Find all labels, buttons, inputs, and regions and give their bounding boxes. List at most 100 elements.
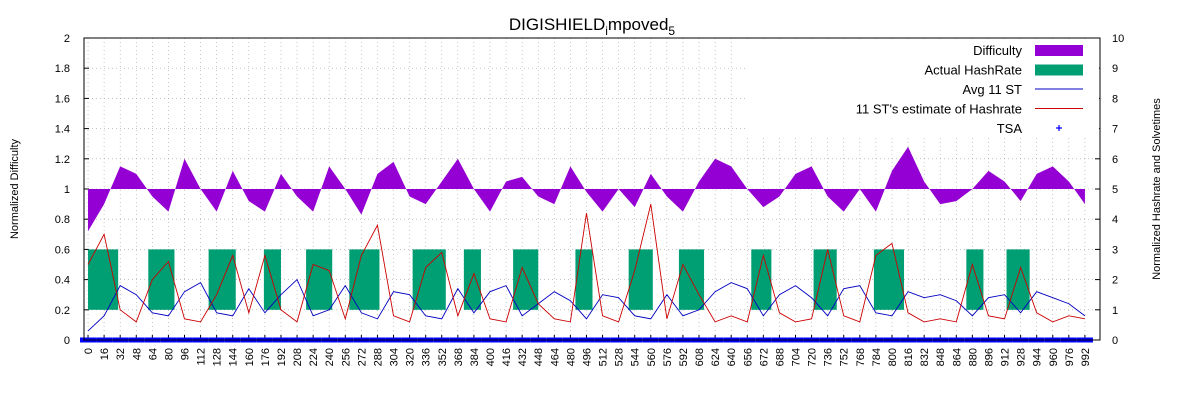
x-tick-label: 464 [549, 348, 561, 366]
legend-label: Difficulty [973, 43, 1022, 58]
x-tick-label: 96 [179, 348, 191, 360]
x-tick-label: 288 [372, 348, 384, 366]
x-tick-label: 832 [919, 348, 931, 366]
y-tick-label: 1 [64, 184, 70, 196]
hashrate-block [463, 249, 481, 310]
x-tick-label: 384 [469, 348, 481, 366]
y2-tick-label: 5 [1112, 184, 1118, 196]
x-tick-label: 272 [356, 348, 368, 366]
y2-tick-label: 3 [1112, 244, 1118, 256]
y2-tick-label: 6 [1112, 154, 1118, 166]
y-axis-label: Normalized Difficulty [9, 138, 21, 239]
y2-tick-label: 8 [1112, 93, 1118, 105]
x-tick-label: 160 [244, 348, 256, 366]
x-tick-label: 608 [694, 348, 706, 366]
x-tick-label: 880 [967, 348, 979, 366]
y-tick-label: 1.6 [55, 93, 70, 105]
x-tick-label: 528 [614, 348, 626, 366]
x-tick-label: 400 [485, 348, 497, 366]
legend-label: TSA [997, 121, 1023, 136]
x-tick-label: 144 [228, 348, 240, 366]
y2-tick-label: 4 [1112, 214, 1118, 226]
series-line [87, 278, 1086, 332]
y2-axis-label: Normalized Hashrate and Solvetimes [1151, 98, 1163, 280]
x-tick-label: 976 [1064, 348, 1076, 366]
hashrate-block [575, 249, 593, 310]
title-subscript: i [605, 24, 608, 38]
x-tick-label: 176 [260, 348, 272, 366]
hashrate-block [751, 249, 772, 310]
x-tick-label: 240 [324, 348, 336, 366]
x-tick-label: 848 [935, 348, 947, 366]
series-line [87, 203, 1086, 323]
legend-swatch [1056, 125, 1062, 131]
legend-label: Avg 11 ST [963, 82, 1023, 97]
hashrate-block [628, 249, 653, 310]
y-tick-label: 0.4 [55, 275, 70, 287]
y2-tick-label: 10 [1112, 33, 1124, 45]
x-tick-label: 960 [1048, 348, 1060, 366]
y2-tick-label: 0 [1112, 335, 1118, 347]
x-tick-label: 128 [212, 348, 224, 366]
hashrate-block [513, 249, 539, 310]
x-tick-label: 800 [887, 348, 899, 366]
legend-swatch [1035, 45, 1083, 56]
x-tick-label: 640 [726, 348, 738, 366]
y-tick-label: 1.8 [55, 63, 70, 75]
x-tick-label: 992 [1080, 348, 1092, 366]
x-tick-label: 784 [871, 348, 883, 366]
x-tick-label: 624 [710, 348, 722, 366]
x-tick-label: 112 [196, 348, 208, 366]
x-tick-label: 752 [839, 348, 851, 366]
y-tick-label: 0 [64, 335, 70, 347]
x-tick-label: 224 [308, 348, 320, 366]
hashrate-block [306, 249, 333, 310]
x-tick-label: 192 [276, 348, 288, 366]
y2-tick-label: 1 [1112, 305, 1118, 317]
y2-tick-label: 9 [1112, 63, 1118, 75]
y-tick-label: 0.2 [55, 305, 70, 317]
x-tick-label: 576 [662, 348, 674, 366]
x-tick-label: 368 [453, 348, 465, 366]
x-tick-label: 208 [292, 348, 304, 366]
x-tick-label: 0 [83, 348, 95, 354]
x-tick-label: 864 [951, 348, 963, 366]
x-tick-label: 560 [646, 348, 658, 366]
legend-swatch [1035, 64, 1083, 76]
y-tick-label: 1.4 [55, 124, 70, 136]
x-tick-label: 432 [517, 348, 529, 366]
x-tick-label: 672 [758, 348, 770, 366]
x-tick-label: 720 [807, 348, 819, 366]
hashrate-block [966, 249, 984, 310]
title-subscript: 5 [668, 24, 675, 38]
x-tick-label: 816 [903, 348, 915, 366]
hashrate-block [349, 249, 380, 310]
x-tick-label: 736 [823, 348, 835, 366]
y-tick-label: 2 [64, 33, 70, 45]
x-tick-label: 944 [1032, 348, 1044, 366]
x-tick-label: 704 [791, 348, 803, 366]
x-tick-label: 544 [630, 348, 642, 366]
x-tick-label: 496 [581, 348, 593, 366]
difficulty-area [88, 146, 1085, 232]
chart-title: DIGISHIELDimpoved5 [509, 15, 676, 38]
x-tick-label: 256 [340, 348, 352, 366]
x-tick-label: 304 [389, 348, 401, 366]
x-tick-label: 768 [855, 348, 867, 366]
x-tick-label: 416 [501, 348, 513, 366]
x-tick-label: 928 [1016, 348, 1028, 366]
y-tick-label: 1.2 [55, 154, 70, 166]
title-part: DIGISHIELD [509, 15, 605, 34]
x-tick-label: 448 [533, 348, 545, 366]
x-tick-label: 320 [405, 348, 417, 366]
x-tick-label: 352 [437, 348, 449, 366]
x-tick-label: 512 [598, 348, 610, 366]
x-tick-label: 64 [147, 348, 159, 360]
x-tick-label: 32 [115, 348, 127, 360]
x-tick-label: 656 [742, 348, 754, 366]
y-tick-label: 0.8 [55, 214, 70, 226]
legend-label: 11 ST's estimate of Hashrate [856, 102, 1022, 117]
x-tick-label: 48 [131, 348, 143, 360]
x-tick-label: 688 [774, 348, 786, 366]
